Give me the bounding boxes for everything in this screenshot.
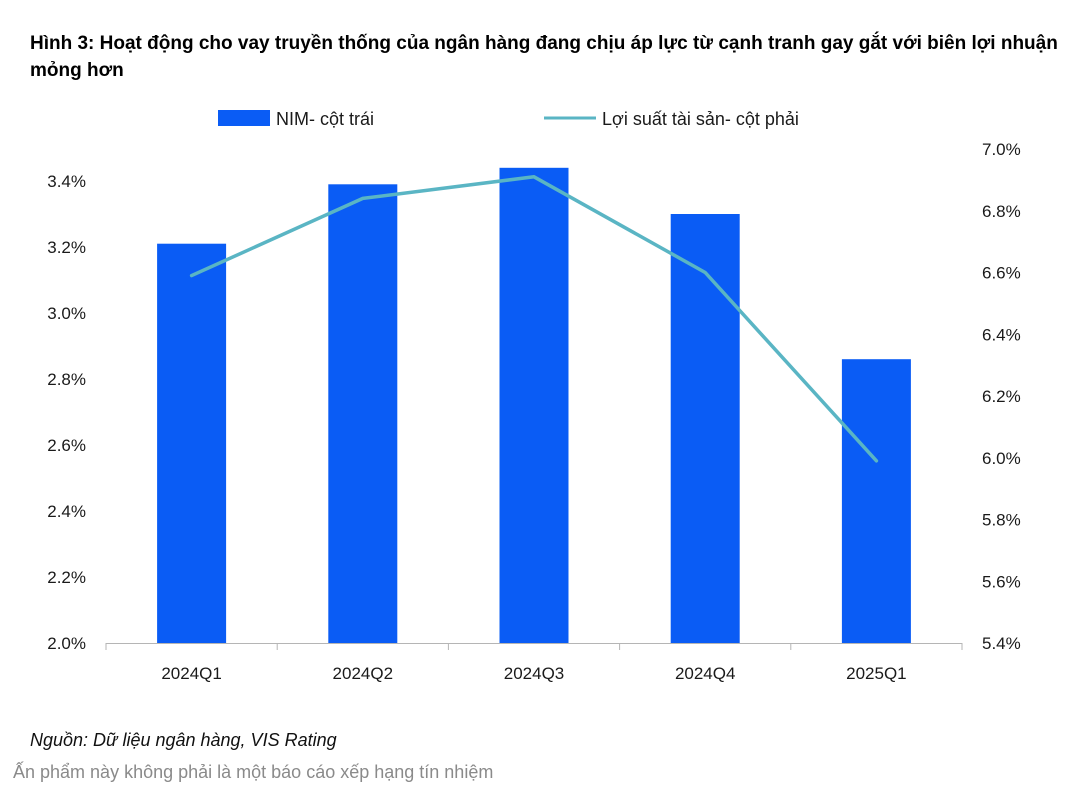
x-tick-label: 2024Q1 [161, 664, 222, 683]
left-tick-label: 2.8% [47, 370, 86, 389]
asset-yield-point-2024Q4 [703, 271, 707, 274]
right-tick-label: 5.8% [982, 511, 1021, 530]
left-tick-label: 3.2% [47, 238, 86, 257]
left-tick-label: 3.4% [47, 172, 86, 191]
asset-yield-point-2024Q1 [190, 274, 194, 278]
x-tick-label: 2025Q1 [846, 664, 907, 683]
right-tick-label: 5.4% [982, 634, 1021, 653]
bar-2024Q2 [328, 184, 398, 644]
x-tick-label: 2024Q2 [333, 664, 394, 683]
right-axis: 5.4% 5.6% 5.8% 6.0% 6.2% 6.4% 6.6% 6.8% 7.0% [982, 140, 1021, 653]
source-note: Nguồn: Dữ liệu ngân hàng, VIS Rating [30, 730, 337, 750]
bar-series [157, 167, 911, 644]
left-tick-label: 2.2% [47, 568, 86, 587]
right-tick-label: 6.6% [982, 264, 1021, 283]
chart-title: Hình 3: Hoạt động cho vay truyền thống c… [30, 33, 1058, 81]
legend-swatch-nim [218, 110, 270, 126]
line-series [189, 175, 879, 463]
right-tick-label: 6.0% [982, 449, 1021, 468]
left-tick-label: 2.4% [47, 502, 86, 521]
right-tick-label: 7.0% [982, 140, 1021, 159]
bar-2024Q1 [157, 243, 227, 643]
right-tick-label: 6.4% [982, 325, 1021, 344]
right-tick-label: 5.6% [982, 572, 1021, 591]
legend-label-nim: NIM- cột trái [276, 109, 374, 129]
legend: NIM- cột trái Lợi suất tài sản- cột phải [218, 109, 799, 129]
bar-2024Q3 [499, 167, 569, 644]
asset-yield-point-2025Q1 [874, 459, 878, 463]
x-tick-label: 2024Q3 [504, 664, 565, 683]
asset-yield-point-2024Q3 [532, 175, 536, 179]
left-tick-label: 2.6% [47, 436, 86, 455]
right-tick-label: 6.8% [982, 202, 1021, 221]
x-tick-label: 2024Q4 [675, 664, 736, 683]
left-tick-label: 3.0% [47, 304, 86, 323]
bar-2025Q1 [841, 359, 911, 643]
left-tick-label: 2.0% [47, 634, 86, 653]
legend-label-asset-yield: Lợi suất tài sản- cột phải [602, 109, 799, 129]
x-axis: 2024Q1 2024Q2 2024Q3 2024Q4 2025Q1 [105, 643, 963, 683]
asset-yield-point-2024Q2 [361, 196, 365, 200]
bar-2024Q4 [670, 214, 740, 643]
right-tick-label: 6.2% [982, 387, 1021, 406]
disclaimer: Ấn phẩm này không phải là một báo cáo xế… [13, 762, 494, 782]
left-axis: 2.0% 2.2% 2.4% 2.6% 2.8% 3.0% 3.2% 3.4% [47, 172, 86, 653]
